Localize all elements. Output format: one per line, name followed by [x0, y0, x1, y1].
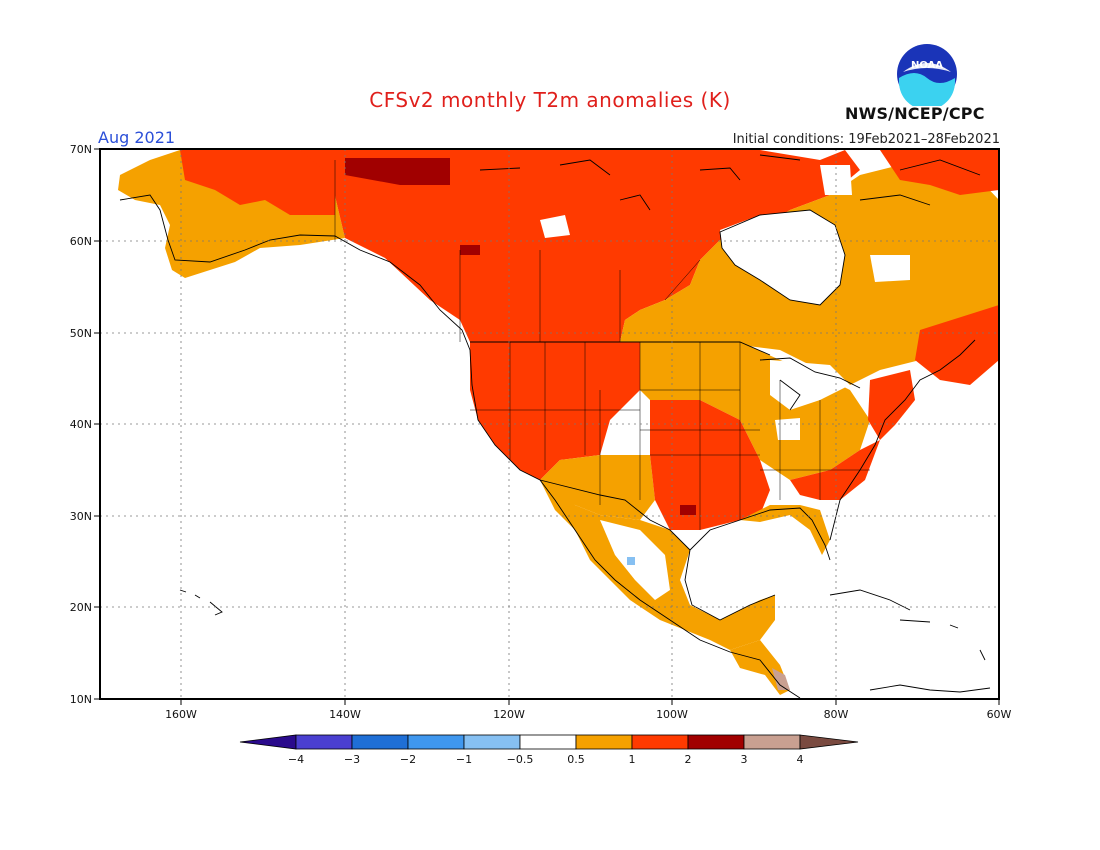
hudson-bay	[720, 210, 845, 305]
quebec-white-patch	[870, 255, 910, 282]
colorbar-swatch	[351, 734, 409, 750]
colorbar-swatch	[519, 734, 577, 750]
colorbar-swatch	[687, 734, 745, 750]
colorbar-label: −4	[288, 753, 304, 766]
gulf-coastline	[684, 549, 776, 621]
colorbar-swatch	[463, 734, 521, 750]
mexico-blue-spot	[627, 557, 635, 565]
central-america-tan-spot	[772, 668, 790, 690]
colorbar-swatch	[631, 734, 689, 750]
colorbar-label: −0.5	[507, 753, 534, 766]
alaska-red-region	[180, 150, 335, 215]
gridlines	[100, 149, 999, 699]
hudson-bay-coast	[719, 209, 846, 306]
lon-label: 60W	[987, 708, 1012, 721]
lat-label: 60N	[70, 235, 92, 248]
canada-white-patch	[540, 215, 570, 238]
cuba-outline	[829, 589, 911, 611]
great-lakes-white-patch	[770, 360, 850, 410]
colorbar-label: 1	[629, 753, 636, 766]
colorbar-label: −3	[344, 753, 360, 766]
canada-darkred-spot-2	[460, 245, 480, 255]
colorbar-label: 0.5	[567, 753, 585, 766]
state-lines	[470, 342, 870, 530]
axis-ticks	[94, 148, 1000, 705]
colorbar-label: 4	[797, 753, 804, 766]
canada-darkred-spot	[345, 158, 450, 185]
lon-label: 120W	[493, 708, 525, 721]
lon-label: 100W	[656, 708, 688, 721]
lat-label: 50N	[70, 327, 92, 340]
colorbar-label: 3	[741, 753, 748, 766]
colorbar-swatch	[295, 734, 353, 750]
map-title: CFSv2 monthly T2m anomalies (K)	[369, 88, 731, 112]
noaa-logo-icon: NOAA	[897, 44, 957, 106]
hawaii-islands	[179, 589, 223, 616]
central-america-orange-region	[730, 640, 790, 695]
lat-label: 30N	[70, 510, 92, 523]
ne-canada-red-region	[880, 150, 999, 195]
lon-label: 160W	[165, 708, 197, 721]
longitude-labels: 160W 140W 120W 100W 80W 60W	[165, 708, 1011, 721]
atlantic-canada-red-region	[915, 305, 999, 385]
valid-month-label: Aug 2021	[98, 128, 176, 147]
initial-conditions-label: Initial conditions: 19Feb2021–28Feb2021	[732, 132, 1000, 147]
us-mexico-border	[539, 479, 691, 551]
colorbar-label: −2	[400, 753, 416, 766]
colorbar-right-arrow	[799, 734, 859, 750]
anomaly-fields	[118, 150, 999, 695]
great-lakes-outline	[759, 357, 861, 411]
midwest-white-patch	[775, 418, 800, 440]
us-gulf-coast	[689, 507, 831, 561]
caribbean-islands	[869, 619, 991, 693]
colorbar-swatch	[743, 734, 801, 750]
alaska-coastline	[119, 194, 801, 699]
lat-label: 20N	[70, 601, 92, 614]
arctic-islands	[479, 154, 981, 211]
agency-label: NWS/NCEP/CPC	[845, 104, 985, 123]
lat-label: 10N	[70, 693, 92, 706]
us-northeast-red-region	[868, 370, 915, 440]
colorbar-swatch	[575, 734, 633, 750]
us-southwest-orange-region	[540, 455, 655, 520]
lat-label: 70N	[70, 143, 92, 156]
latitude-labels: 70N 60N 50N 40N 30N 20N 10N	[70, 143, 92, 706]
canada-red-region	[300, 150, 860, 342]
florida-region	[740, 505, 830, 555]
us-east-coast	[829, 339, 976, 541]
noaa-logo-text: NOAA	[911, 60, 943, 71]
lon-label: 80W	[824, 708, 849, 721]
colorbar: −4 −3 −2 −1 −0.5 0.5 1 2 3 4	[239, 734, 859, 766]
texas-darkred-spot	[680, 505, 696, 515]
colorbar-swatch	[407, 734, 465, 750]
colorbar-left-arrow	[239, 734, 297, 750]
coastlines	[119, 154, 991, 699]
colorbar-label: −1	[456, 753, 472, 766]
lat-label: 40N	[70, 418, 92, 431]
canada-province-lines	[334, 160, 701, 342]
colorbar-label: 2	[685, 753, 692, 766]
lon-label: 140W	[329, 708, 361, 721]
us-west-red-region	[470, 342, 640, 480]
